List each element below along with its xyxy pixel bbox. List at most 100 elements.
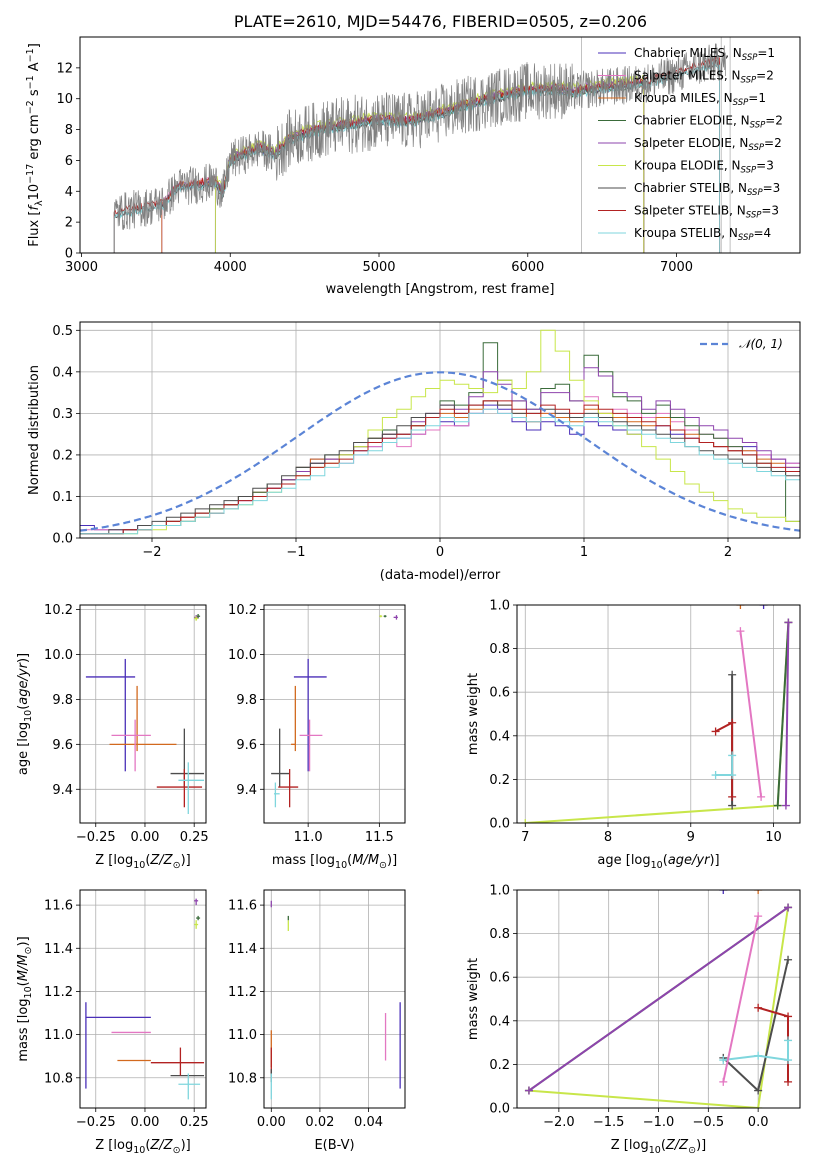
y-tick-label: 11.0 bbox=[228, 1028, 257, 1043]
y-tick-label: 11.6 bbox=[228, 899, 257, 914]
x-tick-label: 5000 bbox=[362, 260, 395, 275]
weight-marker bbox=[754, 1086, 763, 1095]
y-axis-label-part: −2 bbox=[25, 100, 36, 114]
y-tick-label: 4 bbox=[65, 185, 73, 200]
legend-label-sub: SSP bbox=[738, 233, 754, 243]
mass-weight-vs-Z-plot-area bbox=[524, 890, 793, 1108]
spectrum-panel: 3000 4000 5000 6000 7000 0 2 4 6 8 10 12 Chabrier MI… bbox=[25, 36, 801, 297]
weight-line bbox=[528, 906, 789, 1092]
label-part: 10 bbox=[133, 1145, 145, 1156]
weight-marker bbox=[784, 1036, 793, 1045]
y-axis-label-part: erg cm bbox=[27, 114, 42, 163]
y-axis-label: Normed distribution bbox=[27, 365, 42, 495]
x-tick-label: −0.5 bbox=[693, 1115, 725, 1130]
y-axis-label-part: ] bbox=[27, 43, 42, 48]
legend-label: Salpeter MILES, NSSP=2 bbox=[634, 69, 774, 86]
label-part: mass [ bbox=[272, 853, 315, 868]
weight-marker bbox=[759, 605, 768, 609]
weight-line bbox=[715, 755, 734, 776]
label-part: )] bbox=[696, 1138, 706, 1153]
y-tick-label: 9.8 bbox=[52, 693, 73, 708]
y-tick-label: 10.8 bbox=[44, 1071, 73, 1086]
y-tick-label: 9.8 bbox=[236, 693, 257, 708]
label-part: )] bbox=[16, 653, 31, 663]
legend-label-main: Salpeter ELODIE, N bbox=[634, 136, 748, 150]
label-part: Z [ bbox=[95, 1138, 113, 1153]
label-part: age/yr bbox=[668, 853, 711, 868]
label-part: Z/Z bbox=[149, 853, 173, 868]
x-tick-label: 11.5 bbox=[365, 830, 394, 845]
y-axis-label-part: −1 bbox=[25, 75, 36, 89]
mass-vs-EBV-panel: 0.00 0.02 0.04 10.8 11.0 11.2 11.4 11.6 E(B-V) bbox=[228, 889, 406, 1153]
label-part: log bbox=[113, 853, 133, 868]
weight-marker bbox=[784, 1077, 793, 1086]
plot-frame bbox=[516, 604, 801, 824]
x-tick-label: 0.00 bbox=[257, 1115, 286, 1130]
x-tick-label: 4000 bbox=[214, 260, 247, 275]
label-part: ( bbox=[347, 853, 352, 868]
mass-vs-Z-plot-area bbox=[85, 898, 205, 1100]
y-axis-label-part: 10 bbox=[27, 184, 42, 201]
x-tick-label: −1.5 bbox=[593, 1115, 625, 1130]
error-bar-point bbox=[194, 616, 199, 621]
label-part: M/M bbox=[16, 954, 31, 981]
y-tick-label: 9.4 bbox=[52, 783, 73, 798]
error-bar-point bbox=[271, 728, 290, 788]
legend-label-tail: =2 bbox=[756, 69, 774, 83]
error-bar-point bbox=[156, 769, 203, 808]
y-tick-label: 8 bbox=[65, 123, 73, 138]
label-part: Z/Z bbox=[149, 1138, 173, 1153]
error-bar-point bbox=[299, 719, 323, 772]
label-part: ⊙ bbox=[23, 946, 34, 954]
x-tick-label: −0.25 bbox=[76, 1115, 116, 1130]
plot-frame bbox=[516, 889, 801, 1109]
x-tick-label: 0.0 bbox=[748, 1115, 769, 1130]
y-tick-label: 0.8 bbox=[489, 927, 510, 942]
x-tick-label: −1 bbox=[286, 545, 305, 560]
x-tick-label: 0.25 bbox=[180, 1115, 209, 1130]
y-tick-label: 0.2 bbox=[489, 773, 510, 788]
error-bar-point bbox=[273, 782, 280, 808]
x-tick-label: 0 bbox=[436, 545, 444, 560]
legend-label-sub: SSP bbox=[741, 76, 757, 86]
weight-marker bbox=[719, 1056, 728, 1065]
weight-marker bbox=[754, 912, 763, 921]
x-axis-label: wavelength [Angstrom, rest frame] bbox=[326, 282, 555, 297]
error-bar-point bbox=[291, 685, 296, 752]
label-part: 10 bbox=[23, 710, 34, 722]
y-tick-label: 0 bbox=[65, 247, 73, 262]
y-tick-label: 10 bbox=[56, 92, 73, 107]
x-tick-label: 6000 bbox=[511, 260, 544, 275]
legend-label-main: Salpeter STELIB, N bbox=[634, 204, 746, 218]
weight-marker bbox=[719, 1077, 728, 1086]
y-tick-label: 9.6 bbox=[236, 738, 257, 753]
legend-label-tail: =1 bbox=[757, 46, 775, 60]
plot-frame bbox=[79, 321, 801, 539]
y-axis-label: Flux [fλ10−17 erg cm−2 s−1 A−1] bbox=[25, 43, 45, 247]
residuals-panel: −2 −1 0 1 2 0.0 0.1 0.2 0.3 0.4 0.5 𝒩(0, 1) (data-mo… bbox=[27, 321, 801, 583]
label-part: ⊙ bbox=[688, 1145, 696, 1156]
label-part: mass [ bbox=[16, 1018, 31, 1061]
mass-vs-EBV-plot-area bbox=[270, 900, 401, 1100]
weight-marker bbox=[784, 955, 793, 964]
plot-frame bbox=[263, 604, 406, 824]
figure-title: PLATE=2610, MJD=54476, FIBERID=0505, z=0… bbox=[233, 12, 648, 31]
y-tick-label: 0.5 bbox=[52, 324, 73, 339]
weight-line bbox=[739, 631, 763, 797]
label-part: )] bbox=[181, 853, 191, 868]
weight-marker bbox=[754, 1051, 763, 1060]
y-tick-label: 0.6 bbox=[489, 686, 510, 701]
legend-label-main: Kroupa ELODIE, N bbox=[634, 159, 741, 173]
legend-label-sub: SSP bbox=[733, 98, 749, 108]
y-tick-label: 11.2 bbox=[228, 985, 257, 1000]
error-bar-point bbox=[196, 915, 201, 921]
label-part: Z [ bbox=[95, 853, 113, 868]
y-tick-label: 0.4 bbox=[52, 365, 73, 380]
weight-marker bbox=[719, 890, 728, 894]
label-part: log bbox=[315, 853, 335, 868]
y-axis-label-part: Flux [ bbox=[27, 211, 42, 247]
y-tick-label: 0.4 bbox=[489, 729, 510, 744]
label-part: log bbox=[16, 998, 31, 1018]
label-part: E(B-V) bbox=[314, 1138, 354, 1153]
y-tick-label: 11.4 bbox=[44, 942, 73, 957]
